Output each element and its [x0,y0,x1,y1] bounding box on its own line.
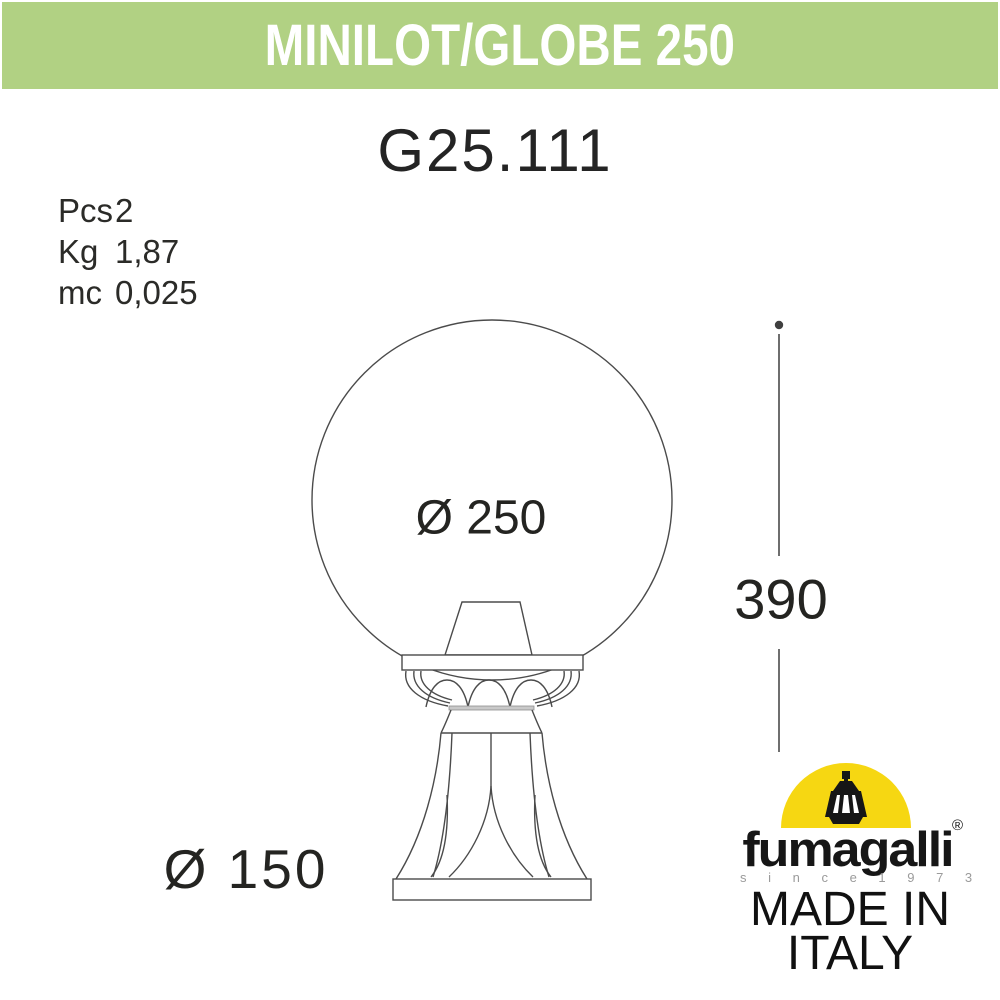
lamp-crown [405,670,580,708]
brand-row: fumagalli [740,820,955,880]
spec-list: Pcs 2 Kg 1,87 mc 0,025 [58,190,198,313]
globe-diameter-label: Ø 250 [415,491,547,545]
title-banner: MINILOT/GLOBE 250 [2,2,998,89]
lantern-icon [825,771,867,824]
base-diameter-label: Ø 150 [163,838,329,900]
spec-row-mc: mc 0,025 [58,272,198,313]
lamp-base-plate [392,878,592,901]
made-in-line2: ITALY [786,927,914,980]
spec-value: 1,87 [115,233,180,270]
product-family-title: MINILOT/GLOBE 250 [264,13,736,78]
spec-row-kg: Kg 1,87 [58,231,198,272]
spec-label: mc [58,274,102,311]
lamp-collar [440,705,543,734]
product-code: G25.111 [377,117,613,184]
height-value-label: 390 [734,567,828,631]
spec-row-pcs: Pcs 2 [58,190,198,231]
brand-tagline: s i n c e 1 9 7 3 [740,870,982,885]
fumagalli-logo: fumagalli ® s i n c e 1 9 7 3 MADE IN IT… [740,760,975,985]
spec-value: 0,025 [115,274,198,311]
made-in-italy: MADE IN ITALY [730,883,970,980]
dimension-dot [774,320,784,330]
lamp-pedestal [395,732,588,880]
registered-trademark-icon: ® [952,817,964,834]
made-in-line1: MADE IN [749,883,950,936]
spec-label: Kg [58,233,99,270]
spec-value: 2 [115,192,134,229]
height-dimension-line [774,320,784,752]
spec-label: Pcs [58,192,114,229]
brand-wordmark: fumagalli [742,822,954,878]
lamp-plate [401,654,584,671]
logo-artwork [781,763,911,828]
